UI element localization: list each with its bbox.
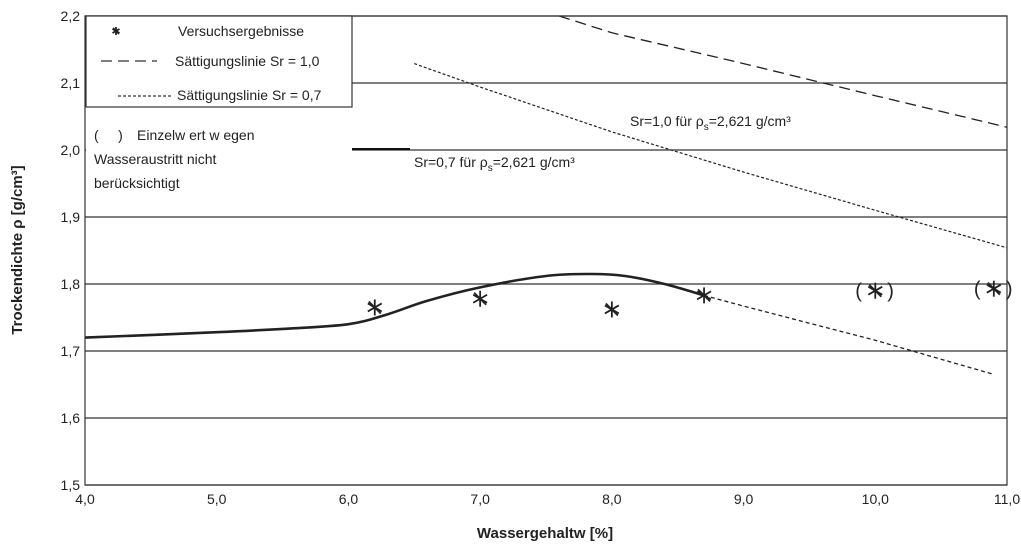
data-point-excluded bbox=[986, 280, 1002, 297]
legend-item-sr-0-7: Sättigungslinie Sr = 0,7 bbox=[118, 87, 322, 103]
data-point bbox=[367, 299, 383, 316]
annotation-sr-0-7: Sr=0,7 für ρs=2,621 g/cm³ bbox=[414, 154, 575, 174]
x-tick-label: 11,0 bbox=[994, 491, 1020, 507]
y-tick-label: 1,5 bbox=[61, 477, 81, 493]
legend: Versuchsergebnisse Sättigungslinie Sr = … bbox=[85, 15, 353, 108]
legend-label-sr-0-7: Sättigungslinie Sr = 0,7 bbox=[177, 87, 322, 103]
legend-asterisk bbox=[112, 27, 120, 35]
data-point bbox=[696, 287, 712, 304]
note-line-3: berücksichtigt bbox=[94, 175, 180, 191]
point-paren-right: ) bbox=[887, 281, 894, 303]
annotation-sr-1-0-tail: =2,621 g/cm³ bbox=[709, 113, 791, 129]
x-tick-label: 4,0 bbox=[75, 491, 95, 507]
series-line bbox=[559, 15, 1008, 128]
point-paren-left: ( bbox=[974, 279, 981, 301]
y-tick-label: 2,2 bbox=[61, 8, 81, 24]
note-line-1: Einzelw ert w egen bbox=[137, 127, 255, 143]
point-paren-left: ( bbox=[855, 281, 862, 303]
y-tick-label: 2,1 bbox=[61, 75, 81, 91]
series-line bbox=[703, 294, 994, 376]
annotation-sr-0-7-text: Sr=0,7 für ρ bbox=[414, 154, 488, 170]
x-tick-label: 10,0 bbox=[862, 491, 889, 507]
y-tick-label: 1,7 bbox=[61, 343, 81, 359]
x-tick-label: 9,0 bbox=[734, 491, 754, 507]
x-tick-label: 5,0 bbox=[207, 491, 227, 507]
legend-label-versuchsergebnisse: Versuchsergebnisse bbox=[178, 23, 304, 39]
series-curve-extension bbox=[703, 294, 994, 376]
y-tick-label: 1,6 bbox=[61, 410, 81, 426]
data-point bbox=[472, 290, 488, 307]
annotation-sr-1-0-sub: s bbox=[704, 122, 709, 133]
annotation-sr-1-0-text: Sr=1,0 für ρ bbox=[630, 113, 704, 129]
series-line bbox=[84, 272, 705, 339]
x-tick-label: 6,0 bbox=[339, 491, 359, 507]
note-background bbox=[86, 118, 352, 198]
y-tick-label: 1,8 bbox=[61, 276, 81, 292]
x-tick-label: 7,0 bbox=[470, 491, 490, 507]
annotation-sr-1-0: Sr=1,0 für ρs=2,621 g/cm³ bbox=[630, 113, 791, 133]
y-tick-label: 1,9 bbox=[61, 209, 81, 225]
series-compaction-curve bbox=[84, 272, 705, 339]
x-axis-title: Wassergehaltw [%] bbox=[477, 525, 613, 542]
data-point bbox=[604, 301, 620, 318]
y-tick-labels: 1,5 1,6 1,7 1,8 1,9 2,0 2,1 2,2 bbox=[61, 8, 81, 493]
legend-item-versuchsergebnisse: Versuchsergebnisse bbox=[112, 23, 304, 39]
annotation-sr-0-7-tail: =2,621 g/cm³ bbox=[493, 154, 575, 170]
legend-item-sr-1-0: Sättigungslinie Sr = 1,0 bbox=[101, 53, 320, 69]
y-tick-label: 2,0 bbox=[61, 142, 81, 158]
legend-box bbox=[85, 15, 353, 108]
y-axis-title: Trockendichte ρ [g/cm³] bbox=[9, 165, 26, 334]
legend-asterisk-marker bbox=[112, 27, 120, 35]
x-tick-labels: 4,0 5,0 6,0 7,0 8,0 9,0 10,0 11,0 bbox=[75, 491, 1020, 507]
data-point-excluded bbox=[867, 282, 883, 299]
note-paren-marker: ( ) bbox=[94, 127, 123, 143]
series-line bbox=[414, 63, 1008, 249]
series-versuchsergebnisse: () () bbox=[367, 279, 1013, 318]
plot-area-border bbox=[84, 15, 1008, 486]
legend-label-sr-1-0: Sättigungslinie Sr = 1,0 bbox=[175, 53, 320, 69]
series-saturation-sr-1-0 bbox=[559, 15, 1008, 128]
x-tick-label: 8,0 bbox=[602, 491, 622, 507]
excluded-note: ( ) Einzelw ert w egen Wasseraustritt ni… bbox=[86, 118, 410, 198]
series-saturation-sr-0-7 bbox=[414, 63, 1008, 249]
note-line-2: Wasseraustritt nicht bbox=[94, 151, 217, 167]
annotation-sr-0-7-sub: s bbox=[488, 163, 493, 174]
point-paren-right: ) bbox=[1006, 279, 1013, 301]
